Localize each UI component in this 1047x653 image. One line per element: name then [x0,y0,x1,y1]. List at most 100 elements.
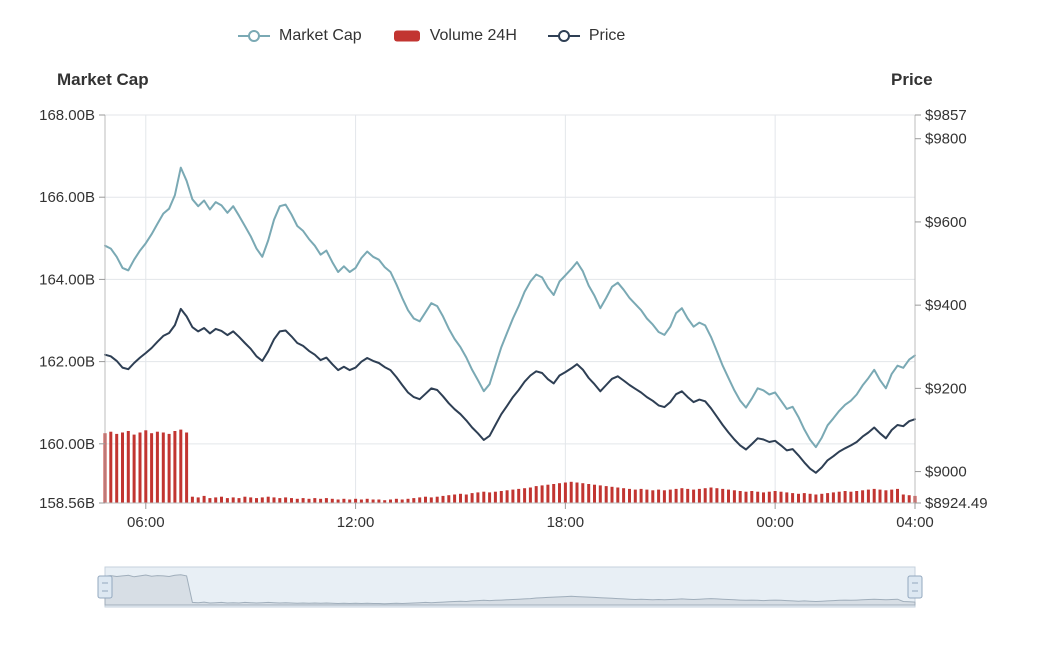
volume-bar [546,484,550,503]
volume-bar [155,431,159,503]
volume-bar [459,493,462,503]
right-axis-title: Price [891,70,933,89]
volume-bar [680,488,684,503]
volume-bar [593,484,596,503]
volume-bar [173,431,177,503]
right-axis-label: $8924.49 [925,495,988,512]
volume-bar [464,494,468,503]
volume-bar [569,481,573,503]
volume-bar [301,498,305,503]
volume-bar [692,489,696,503]
volume-bar [371,499,375,503]
volume-bar [674,488,678,503]
volume-bar [633,489,637,503]
volume-bar [721,488,725,503]
volume-bar [785,492,789,503]
data-zoom-shadow [104,574,916,606]
volume-bar [132,434,136,503]
x-axis-label: 12:00 [337,514,375,531]
left-axis-label: 158.56B [39,495,95,512]
volume-bar [295,498,299,503]
volume-bar [406,498,410,503]
volume-bar [814,494,818,503]
volume-bar [394,498,398,503]
x-axis-label: 00:00 [756,514,794,531]
left-axis-label: 164.00B [39,271,95,288]
data-zoom-handle-left[interactable] [97,575,113,599]
right-axis-label: $9000 [925,464,967,481]
legend-item-price[interactable]: Price [547,27,625,45]
left-axis-label: 168.00B [39,107,95,124]
legend-label-price: Price [588,27,626,44]
volume-bar [907,495,911,503]
volume-bar [278,498,282,503]
volume-bar [511,489,515,503]
volume-bar [896,488,899,503]
volume-bar [354,498,358,503]
left-axis-label: 166.00B [39,189,95,206]
plot-area[interactable] [105,115,915,503]
volume-bar [243,496,247,503]
volume-bar [826,493,830,503]
volume-bar [837,491,841,503]
volume-bar [639,488,643,503]
volume-bar [208,498,212,503]
volume-bar [808,493,812,503]
volume-bar [732,490,736,503]
volume-bar [447,495,451,503]
volume-bar [453,494,457,503]
line-series-icon [238,30,270,42]
volume-bar [791,493,795,503]
volume-bar [167,433,171,503]
volume-bar [901,494,905,503]
bar-series-icon [393,30,420,42]
volume-bar [843,491,847,503]
data-zoom-handle-right[interactable] [907,575,923,599]
volume-bar [330,498,334,503]
volume-bar [738,491,742,503]
volume-bar [307,498,311,503]
volume-bar [552,484,556,503]
volume-bar [150,433,154,503]
volume-bar [196,497,200,503]
volume-bar [359,499,363,503]
volume-bar [872,488,876,503]
volume-bar [476,492,480,503]
x-axis-label: 06:00 [127,514,165,531]
legend: Market Cap Volume 24H Price [237,27,625,45]
volume-bar [126,431,130,503]
left-axis-label: 162.00B [39,354,95,371]
volume-bar [686,488,690,503]
volume-bar [668,489,672,503]
volume-bar [429,497,433,503]
volume-bar [389,499,392,503]
volume-bar [290,498,293,503]
volume-bar [214,497,218,503]
right-axis-label: $9200 [925,380,967,397]
legend-label-volume: Volume 24H [429,27,517,44]
volume-bar [878,489,882,503]
volume-bar [523,488,527,503]
volume-bar [773,491,777,503]
legend-item-market-cap[interactable]: Market Cap [237,27,362,45]
volume-bar [324,498,328,503]
volume-bar [284,497,288,503]
volume-bar [610,486,614,503]
market-cap-line [104,166,916,449]
volume-bar [441,495,445,503]
volume-bar [890,489,894,503]
volume-bar [336,499,340,503]
volume-bar [534,486,538,503]
volume-bar [797,493,800,503]
volume-bar [202,495,206,503]
volume-bar [161,432,165,503]
volume-bar [342,498,346,503]
volume-bar [144,430,148,503]
volume-bar [779,491,783,503]
legend-label-market-cap: Market Cap [279,27,362,44]
volume-bar [435,496,439,503]
volume-bar [418,497,422,503]
volume-bar [750,491,754,503]
legend-item-volume[interactable]: Volume 24H [392,27,517,45]
volume-bar [528,487,532,503]
